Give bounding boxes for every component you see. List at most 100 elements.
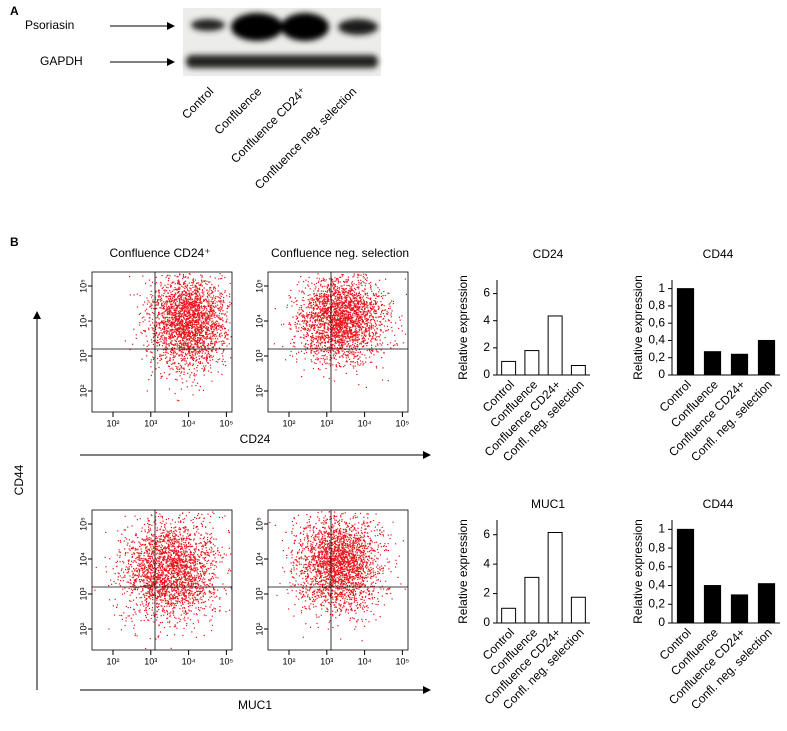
dot (186, 306, 188, 308)
dot (136, 306, 139, 308)
dot (225, 364, 227, 366)
dot (346, 334, 348, 336)
dot (349, 340, 351, 342)
dot (174, 275, 176, 277)
dot (154, 298, 157, 300)
dot (339, 321, 341, 323)
dot (346, 337, 348, 339)
dot (343, 290, 345, 292)
dot (191, 304, 193, 306)
dot (179, 274, 181, 276)
dot (203, 340, 205, 342)
dot (318, 314, 320, 317)
dot (349, 302, 352, 304)
dot (189, 304, 191, 306)
dot (345, 300, 347, 302)
dot (333, 350, 335, 352)
dot (187, 347, 189, 349)
dot (300, 305, 302, 307)
dot (166, 306, 168, 309)
dot (336, 366, 338, 368)
dot (307, 315, 309, 317)
dot (207, 343, 209, 345)
dot (163, 322, 165, 324)
dot (224, 276, 226, 279)
dot (174, 335, 176, 337)
dot (193, 358, 195, 360)
dot (356, 286, 359, 288)
dot (219, 325, 221, 327)
dot (331, 337, 333, 340)
dot (172, 349, 174, 351)
dot (286, 306, 288, 308)
dot (351, 299, 353, 301)
dot (337, 293, 339, 296)
dot (166, 329, 168, 331)
dot (212, 291, 214, 293)
dot (345, 329, 347, 331)
dot (394, 340, 396, 342)
dot (326, 314, 328, 316)
dot (179, 304, 181, 306)
dot (181, 321, 183, 323)
dot (196, 329, 199, 331)
dot (335, 279, 337, 281)
dot (305, 323, 307, 325)
dot (165, 351, 167, 353)
dot (207, 328, 209, 330)
dot (186, 357, 188, 359)
dot (189, 308, 191, 310)
dot (342, 319, 344, 321)
dot (353, 323, 355, 325)
dot (180, 320, 182, 322)
dot (174, 287, 176, 289)
dot (370, 340, 372, 342)
dot (167, 274, 169, 276)
dot (206, 308, 208, 310)
dot (201, 316, 203, 318)
dot (332, 339, 334, 342)
dot (303, 291, 305, 293)
dot (152, 358, 155, 361)
dot (184, 343, 186, 345)
dot (204, 320, 206, 322)
dot (351, 290, 353, 292)
dot (161, 299, 163, 301)
dot (365, 315, 367, 317)
dot (349, 352, 351, 354)
dot (201, 275, 203, 277)
dot (203, 342, 206, 344)
dot (211, 331, 213, 333)
dot (202, 322, 204, 324)
dot (207, 370, 210, 372)
dot (321, 295, 323, 297)
dot (361, 308, 363, 310)
dot (319, 369, 321, 371)
dot (316, 332, 318, 334)
dot (157, 290, 159, 292)
dot (189, 333, 191, 335)
dot (352, 320, 354, 322)
dot (339, 306, 341, 308)
dot (358, 283, 360, 285)
dot (181, 318, 183, 321)
dot (209, 333, 211, 335)
dot (379, 321, 381, 323)
dot (382, 297, 384, 299)
dot (324, 341, 327, 343)
dot (221, 360, 223, 362)
dot (336, 324, 338, 326)
dot (326, 358, 328, 360)
dot (344, 331, 346, 333)
dot (346, 281, 348, 284)
dot (175, 340, 177, 342)
dot (342, 309, 344, 311)
dot (345, 355, 347, 357)
dot (340, 322, 342, 324)
dot (190, 336, 192, 338)
dot (335, 313, 337, 316)
dot (185, 354, 187, 356)
dot (388, 292, 390, 294)
dot (183, 313, 185, 315)
dot (391, 300, 393, 302)
